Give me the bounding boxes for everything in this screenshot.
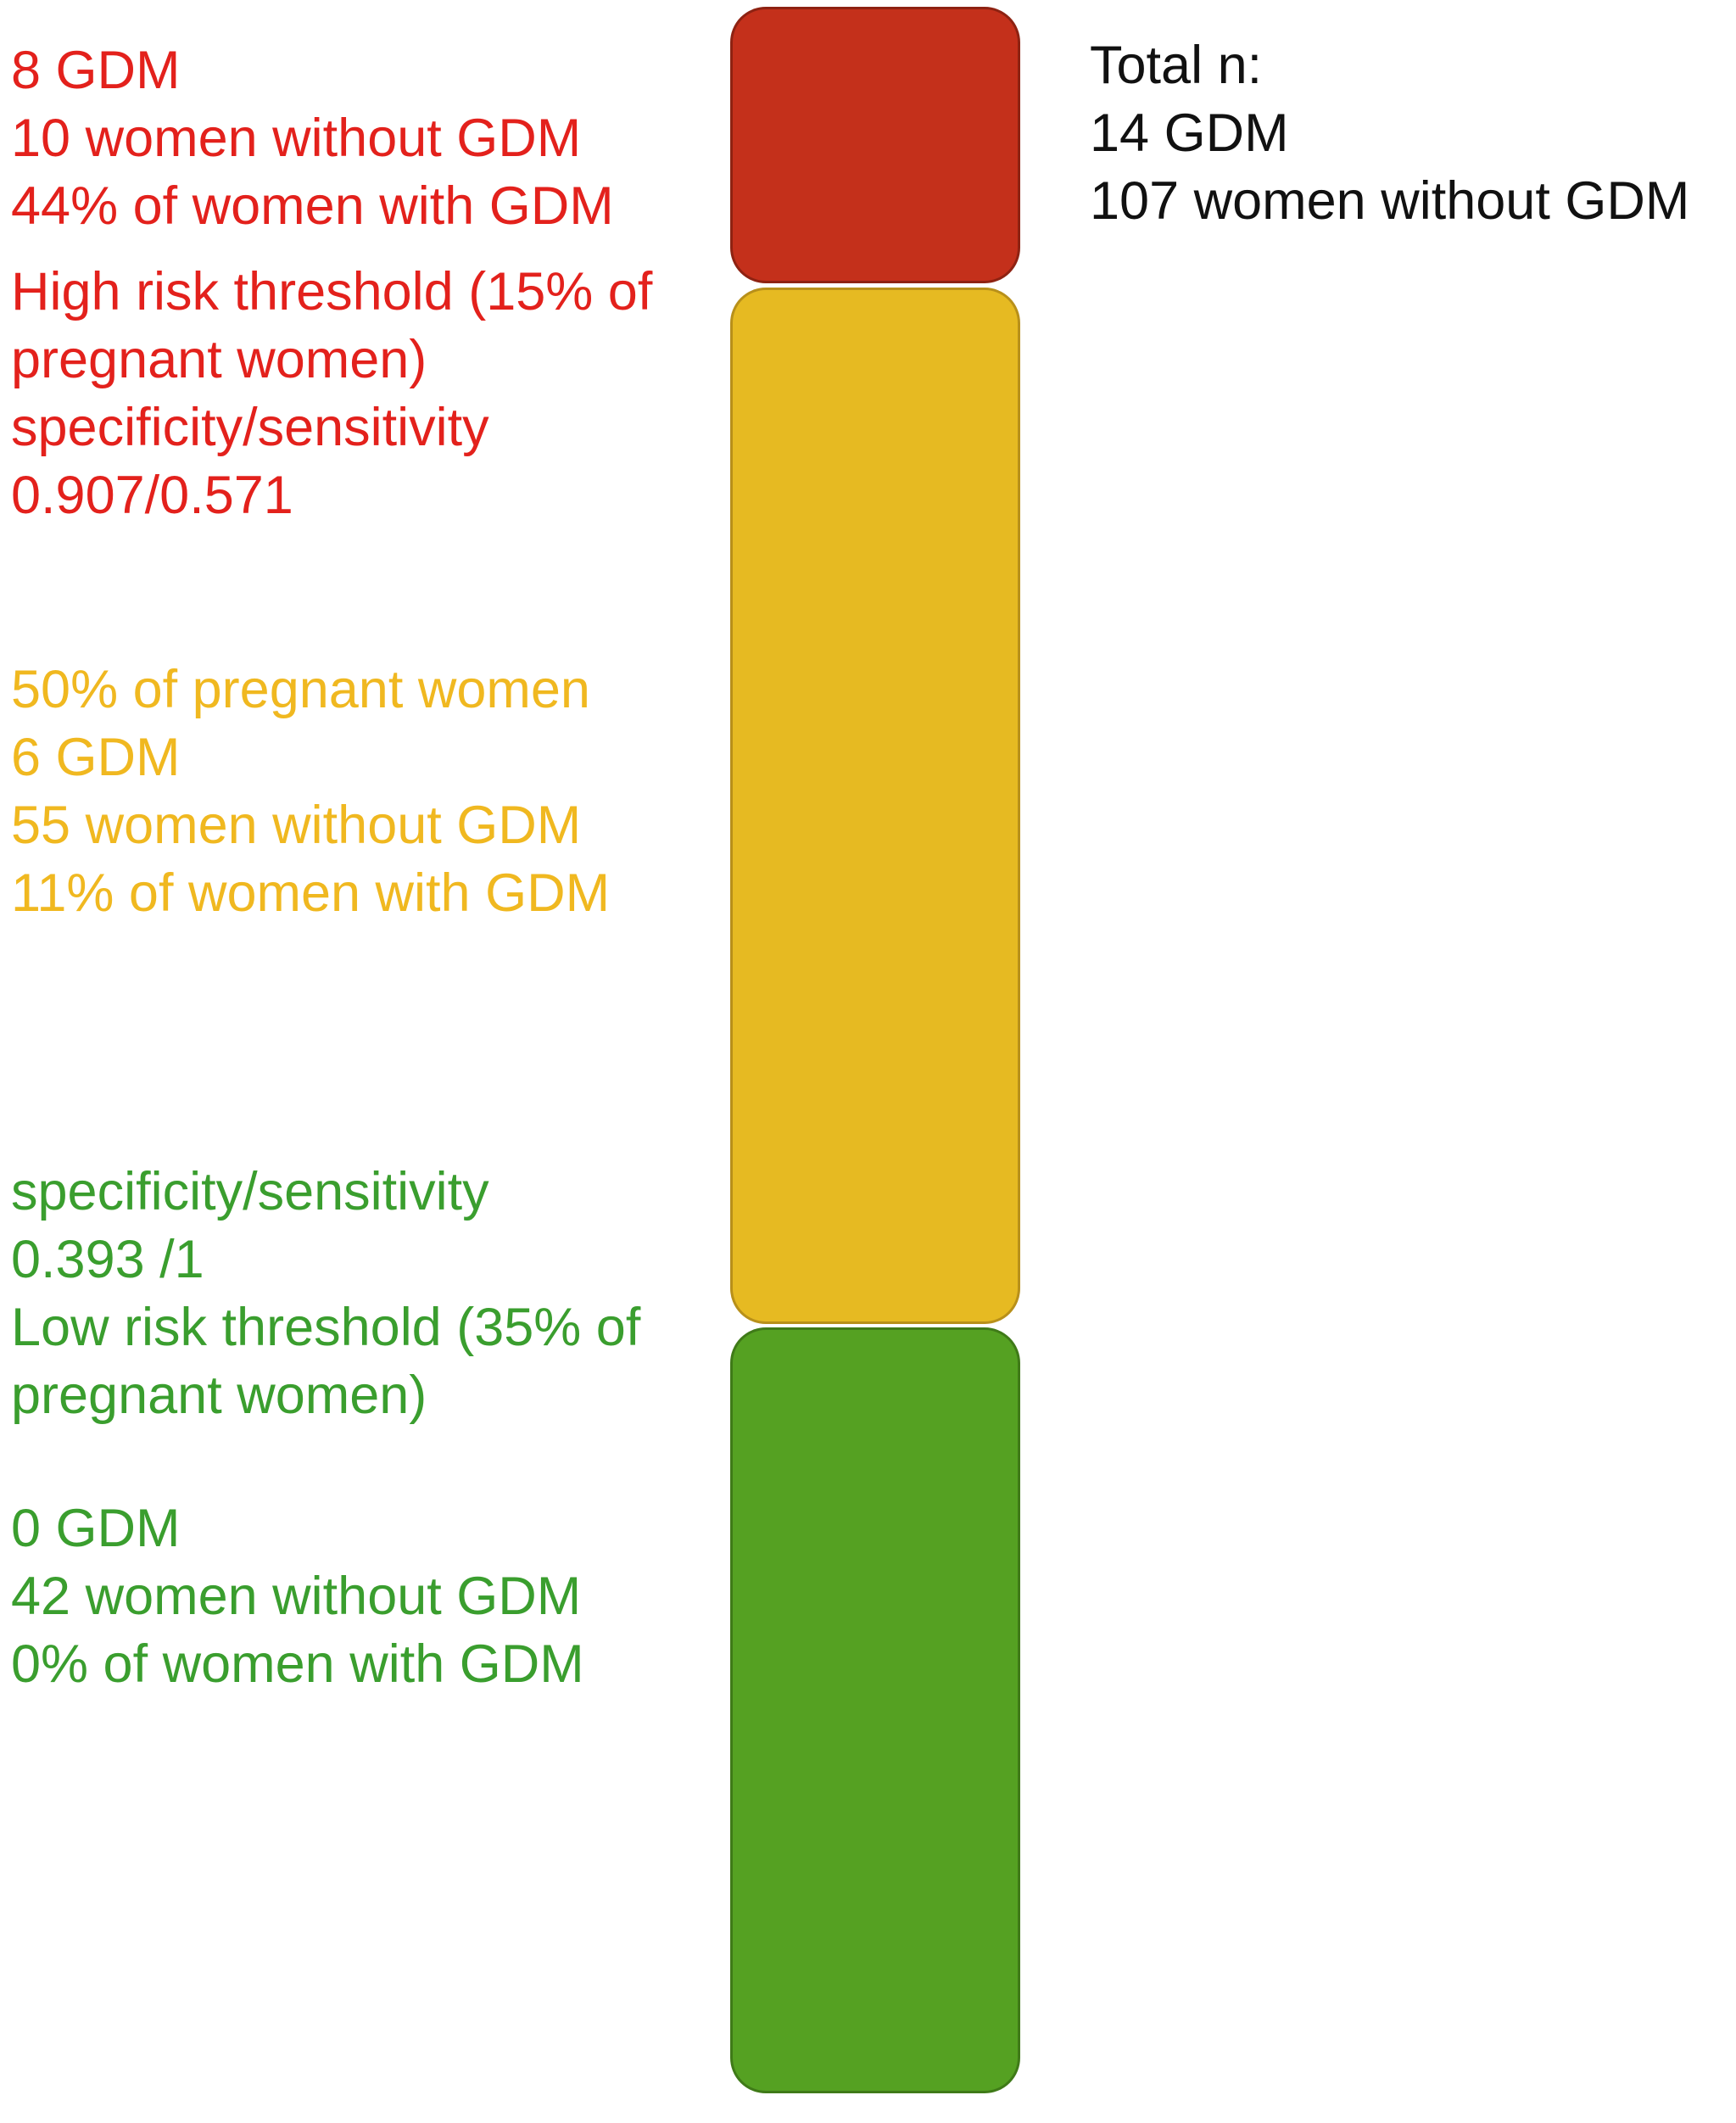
text-line: High risk threshold (15% of <box>11 262 653 321</box>
text-line: 10 women without GDM <box>11 109 582 168</box>
total: Total n: 14 GDM 107 women without GDM <box>1090 31 1689 235</box>
text-line: specificity/sensitivity <box>11 1162 489 1221</box>
middle-group: 50% of pregnant women 6 GDM 55 women witho… <box>11 656 610 927</box>
text-line: pregnant women) <box>11 330 427 389</box>
text-line: 0.393 /1 <box>11 1230 204 1289</box>
high-risk-box <box>730 7 1020 283</box>
high-threshold: High risk threshold (15% of pregnant wome… <box>11 258 652 529</box>
text-line: 0 GDM <box>11 1499 181 1558</box>
text-line: 0% of women with GDM <box>11 1634 584 1694</box>
text-line: 11% of women with GDM <box>11 863 611 923</box>
text-line: 8 GDM <box>11 41 181 100</box>
low-threshold: specificity/sensitivity 0.393 /1 Low risk … <box>11 1158 640 1429</box>
text-line: 42 women without GDM <box>11 1567 582 1626</box>
text-line: Total n: <box>1090 36 1263 95</box>
low-group: 0 GDM 42 women without GDM 0% of women wit… <box>11 1494 584 1698</box>
text-line: 14 GDM <box>1090 103 1289 163</box>
text-line: 44% of women with GDM <box>11 176 614 236</box>
text-line: 55 women without GDM <box>11 796 582 855</box>
text-line: 50% of pregnant women <box>11 660 590 719</box>
low-risk-box <box>730 1327 1020 2093</box>
high-group: 8 GDM 10 women without GDM 44% of women wi… <box>11 36 614 240</box>
text-line: 6 GDM <box>11 728 181 787</box>
text-line: 0.907/0.571 <box>11 466 293 525</box>
text-line: 107 women without GDM <box>1090 171 1690 231</box>
middle-risk-box <box>730 288 1020 1324</box>
text-line: Low risk threshold (35% of <box>11 1298 641 1357</box>
text-line: specificity/sensitivity <box>11 398 489 457</box>
text-line: pregnant women) <box>11 1366 427 1425</box>
